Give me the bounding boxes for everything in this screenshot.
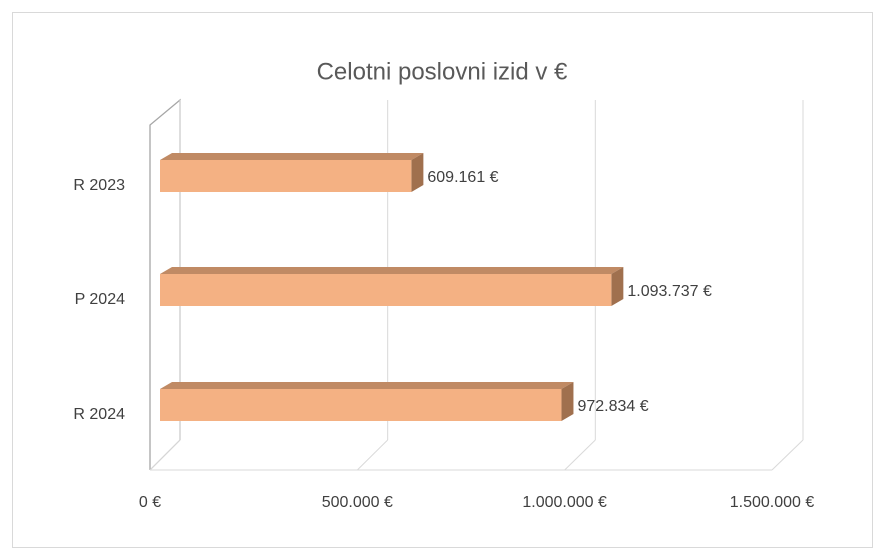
value-label: 1.093.737 € bbox=[627, 283, 712, 300]
x-tick-label: 1.500.000 € bbox=[730, 494, 815, 511]
value-label: 609.161 € bbox=[427, 169, 498, 186]
bar-side bbox=[611, 267, 624, 306]
value-label: 972.834 € bbox=[577, 398, 648, 415]
bar-top bbox=[160, 153, 424, 160]
bar-top bbox=[160, 267, 624, 274]
floor-grid-line bbox=[771, 439, 804, 471]
bar-top bbox=[160, 382, 574, 389]
floor-grid-line bbox=[564, 439, 596, 471]
y-tick-label: R 2024 bbox=[73, 406, 125, 423]
chart-title: Celotni poslovni izid v € bbox=[317, 58, 568, 85]
floor-grid-line bbox=[149, 439, 181, 471]
bar-side bbox=[561, 382, 574, 421]
x-tick-label: 0 € bbox=[139, 494, 161, 511]
bar bbox=[160, 389, 562, 421]
x-tick-label: 1.000.000 € bbox=[522, 494, 607, 511]
y-tick-label: R 2023 bbox=[73, 177, 125, 194]
x-tick-label: 500.000 € bbox=[322, 494, 393, 511]
bar bbox=[160, 274, 612, 306]
y-tick-label: P 2024 bbox=[75, 291, 126, 308]
floor-grid-line bbox=[356, 439, 389, 471]
bar-side bbox=[411, 153, 424, 192]
bar bbox=[160, 160, 412, 192]
